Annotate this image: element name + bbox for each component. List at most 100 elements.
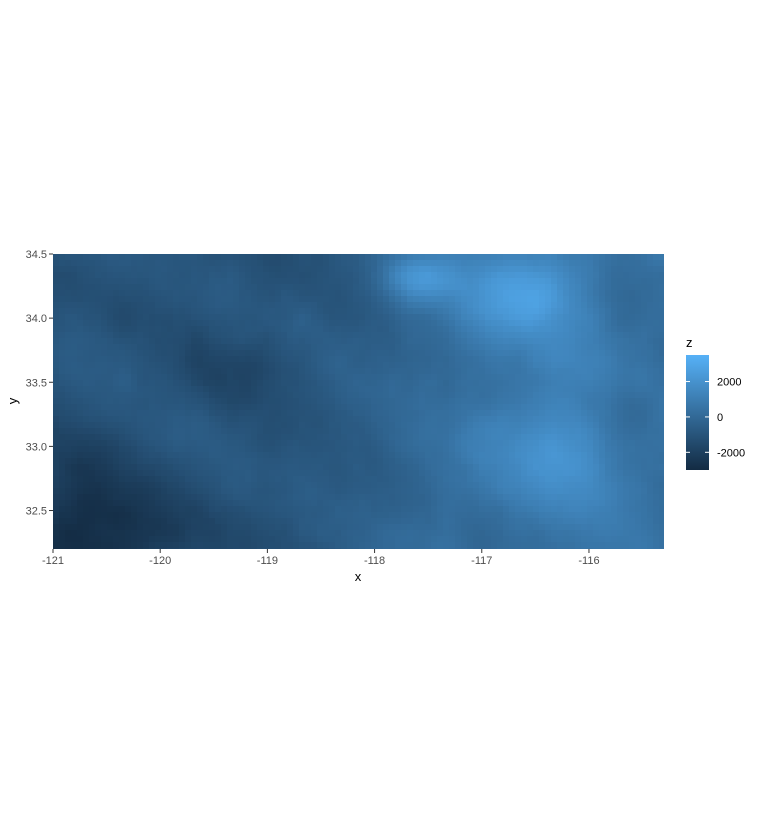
raster-cell (95, 350, 102, 357)
raster-cell (131, 434, 138, 441)
raster-cell (95, 506, 102, 513)
raster-cell (101, 398, 108, 405)
raster-cell (89, 302, 96, 309)
raster-cell (395, 506, 402, 513)
raster-cell (437, 482, 444, 489)
raster-cell (113, 344, 120, 351)
raster-cell (569, 368, 576, 375)
raster-cell (185, 470, 192, 477)
raster-cell (395, 356, 402, 363)
raster-cell (65, 296, 72, 303)
raster-cell (101, 368, 108, 375)
raster-cell (533, 332, 540, 339)
raster-cell (65, 272, 72, 279)
raster-cell (581, 386, 588, 393)
raster-cell (431, 290, 438, 297)
raster-cell (191, 284, 198, 291)
raster-cell (335, 290, 342, 297)
raster-cell (323, 392, 330, 399)
raster-cell (647, 284, 654, 291)
raster-cell (539, 374, 546, 381)
raster-cell (329, 266, 336, 273)
raster-cell (461, 476, 468, 483)
raster-cell (551, 494, 558, 501)
raster-cell (125, 356, 132, 363)
raster-cell (191, 254, 198, 261)
raster-cell (341, 308, 348, 315)
raster-cell (479, 302, 486, 309)
raster-cell (167, 404, 174, 411)
raster-cell (407, 296, 414, 303)
raster-cell (197, 254, 204, 261)
raster-cell (377, 362, 384, 369)
raster-cell (155, 266, 162, 273)
raster-cell (257, 416, 264, 423)
raster-cell (311, 332, 318, 339)
raster-cell (293, 284, 300, 291)
raster-cell (221, 272, 228, 279)
raster-cell (323, 374, 330, 381)
raster-cell (227, 500, 234, 507)
raster-cell (131, 398, 138, 405)
raster-cell (395, 470, 402, 477)
raster-cell (641, 272, 648, 279)
raster-cell (53, 290, 60, 297)
raster-cell (587, 374, 594, 381)
raster-cell (59, 350, 66, 357)
raster-cell (533, 506, 540, 513)
raster-cell (335, 398, 342, 405)
raster-cell (155, 332, 162, 339)
raster-cell (167, 278, 174, 285)
raster-cell (407, 254, 414, 261)
raster-cell (647, 494, 654, 501)
raster-cell (647, 536, 654, 543)
raster-cell (551, 470, 558, 477)
raster-cell (653, 536, 660, 543)
raster-cell (509, 500, 516, 507)
raster-cell (419, 266, 426, 273)
raster-cell (599, 404, 606, 411)
raster-cell (245, 458, 252, 465)
raster-cell (407, 260, 414, 267)
raster-cell (77, 518, 84, 525)
raster-cell (83, 350, 90, 357)
raster-cell (317, 356, 324, 363)
raster-cell (215, 512, 222, 519)
raster-cell (383, 332, 390, 339)
raster-cell (59, 506, 66, 513)
raster-cell (83, 266, 90, 273)
raster-cell (557, 392, 564, 399)
raster-cell (653, 524, 660, 531)
raster-cell (413, 512, 420, 519)
raster-cell (347, 500, 354, 507)
raster-cell (401, 326, 408, 333)
raster-cell (251, 470, 258, 477)
raster-cell (623, 386, 630, 393)
raster-cell (89, 500, 96, 507)
raster-cell (287, 296, 294, 303)
raster-cell (131, 512, 138, 519)
raster-cell (575, 452, 582, 459)
raster-cell (353, 374, 360, 381)
raster-cell (227, 386, 234, 393)
raster-cell (185, 398, 192, 405)
raster-cell (407, 290, 414, 297)
raster-cell (449, 260, 456, 267)
raster-cell (365, 308, 372, 315)
raster-cell (89, 440, 96, 447)
raster-cell (65, 530, 72, 537)
raster-cell (71, 452, 78, 459)
raster-cell (173, 530, 180, 537)
raster-cell (83, 530, 90, 537)
raster-cell (509, 380, 516, 387)
raster-cell (395, 464, 402, 471)
raster-cell (71, 380, 78, 387)
raster-cell (419, 506, 426, 513)
raster-cell (191, 338, 198, 345)
raster-cell (647, 452, 654, 459)
raster-cell (287, 542, 294, 549)
raster-cell (659, 452, 664, 459)
raster-cell (653, 416, 660, 423)
raster-cell (275, 296, 282, 303)
raster-cell (233, 398, 240, 405)
